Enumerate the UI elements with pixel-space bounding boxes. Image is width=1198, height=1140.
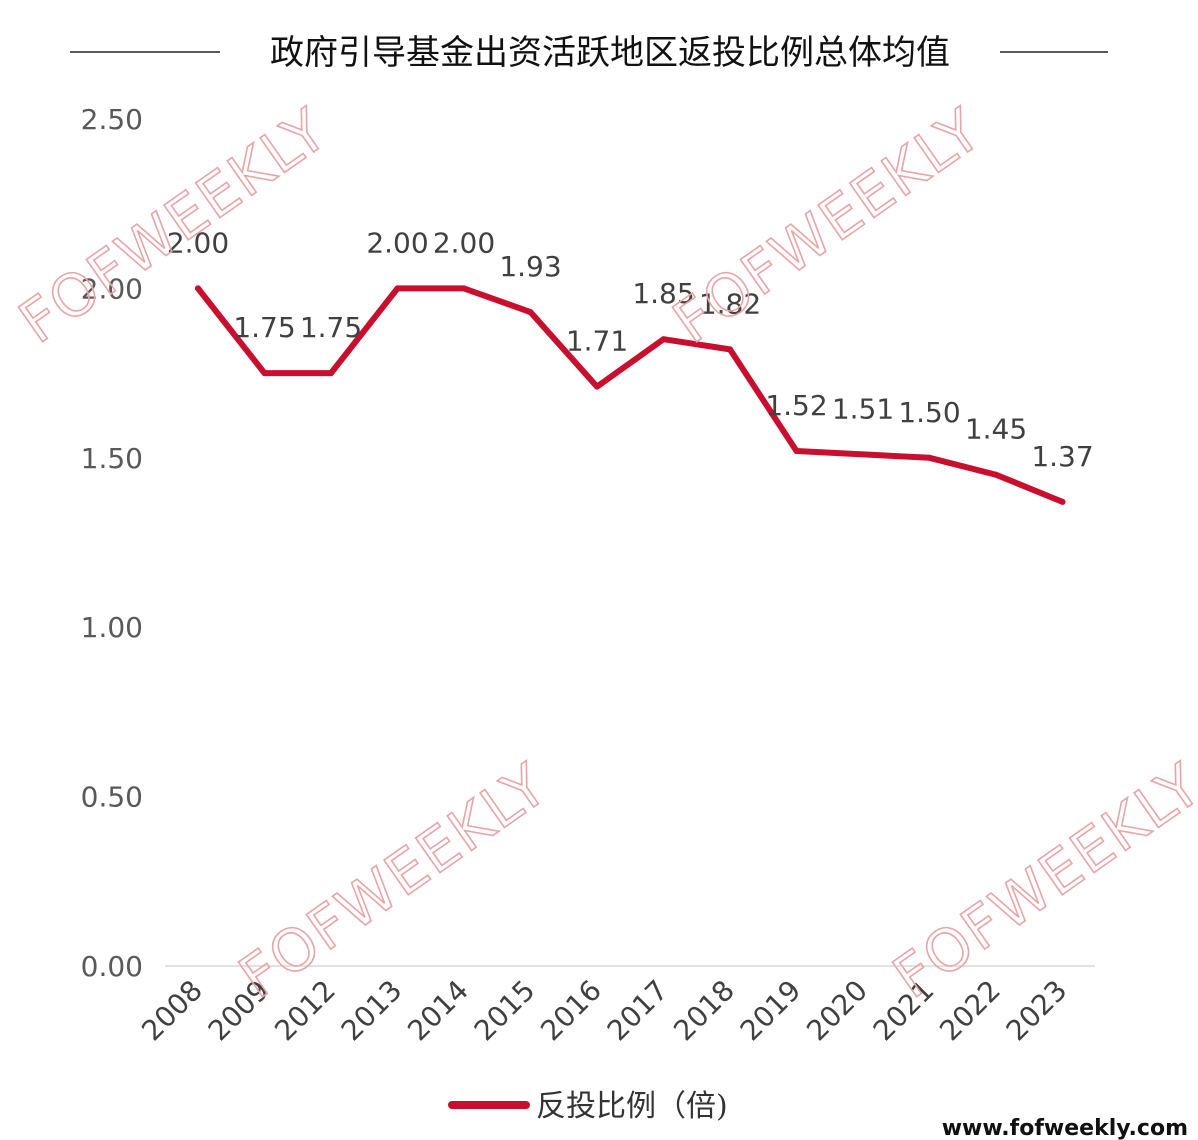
data-point (394, 285, 401, 292)
data-label: 1.51 (832, 392, 894, 425)
data-label: 1.50 (898, 396, 960, 429)
data-label: 1.45 (965, 413, 1027, 446)
x-tick-label: 2017 (601, 974, 675, 1048)
x-tick-label: 2008 (135, 974, 209, 1048)
legend-label: 反投比例（倍) (536, 1089, 728, 1124)
data-label: 2.00 (366, 226, 428, 259)
site-url: www.fofweekly.com (942, 1116, 1188, 1140)
data-point (261, 370, 268, 377)
x-tick-label: 2015 (468, 974, 542, 1048)
chart-title: 政府引导基金出资活跃地区返投比例总体均值 (270, 33, 950, 73)
x-tick-label: 2020 (800, 974, 874, 1048)
data-labels: 2.001.75 1.752.00 2.001.931.711.85 1.821.52… (167, 226, 1094, 472)
data-label: 1.71 (566, 325, 628, 358)
watermark-4: FOFWEEKLY (881, 750, 1198, 1012)
y-tick-label: 1.50 (81, 442, 143, 475)
data-label: 1.85 (632, 277, 694, 310)
y-tick-label: 2.50 (81, 103, 143, 136)
data-label: 1.75 (300, 311, 362, 344)
data-point (594, 383, 600, 390)
x-tick-label: 2019 (734, 974, 808, 1048)
y-axis-ticks: 0.00 0.50 1.00 1.50 2.00 2.50 (81, 103, 143, 983)
y-tick-label: 1.00 (81, 611, 143, 644)
data-label: 2.00 (167, 226, 229, 259)
data-label: 1.37 (1031, 440, 1093, 473)
x-tick-label: 2018 (667, 974, 741, 1048)
y-tick-label: 0.00 (81, 950, 143, 983)
y-tick-label: 2.00 (81, 272, 143, 305)
data-point (860, 451, 866, 458)
data-point (793, 448, 800, 455)
data-point (328, 370, 334, 377)
y-tick-label: 0.50 (81, 781, 143, 814)
data-point (527, 309, 534, 316)
x-tick-label: 2013 (335, 974, 409, 1048)
data-label: 2.00 (433, 226, 495, 259)
data-label: 1.52 (765, 389, 827, 422)
data-point (727, 346, 733, 353)
series-layer (195, 285, 1066, 505)
x-tick-label: 2014 (401, 974, 475, 1048)
data-label: 1.82 (699, 287, 761, 320)
data-point (660, 336, 667, 343)
watermark-3: FOFWEEKLY (227, 750, 560, 1012)
data-label: 1.93 (499, 250, 561, 283)
x-tick-label: 2016 (534, 974, 608, 1048)
data-point (1059, 498, 1066, 505)
watermark-2: FOFWEEKLY (661, 95, 994, 357)
series-line (195, 285, 1066, 505)
x-tick-label: 2023 (1000, 974, 1074, 1048)
data-point (195, 285, 201, 292)
data-point (993, 471, 999, 478)
data-label: 1.75 (233, 311, 295, 344)
data-point (926, 454, 933, 461)
data-point (461, 285, 467, 292)
